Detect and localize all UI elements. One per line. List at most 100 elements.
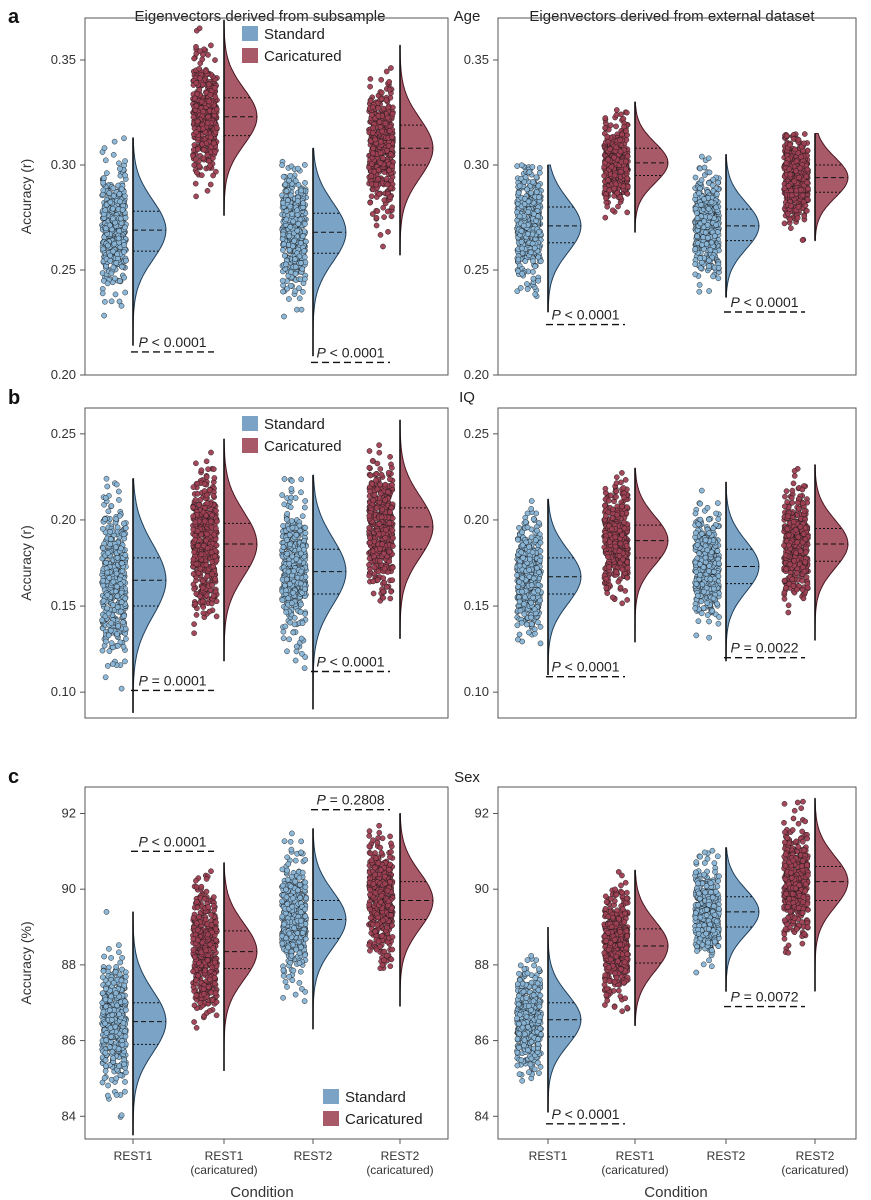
data-point: [210, 140, 217, 147]
data-point: [370, 104, 376, 111]
data-point: [535, 182, 542, 189]
y-tick-label: 0.15: [51, 598, 76, 613]
data-point: [196, 163, 203, 170]
data-point: [524, 286, 531, 292]
data-point: [375, 176, 382, 182]
data-point: [115, 488, 122, 495]
data-point: [213, 525, 219, 532]
data-point: [302, 530, 309, 536]
data-point: [121, 613, 128, 619]
data-point: [104, 663, 111, 669]
data-point: [193, 103, 200, 109]
data-point: [607, 146, 613, 152]
data-point: [298, 489, 304, 496]
data-point: [715, 275, 722, 282]
data-point: [114, 583, 120, 590]
p-value-label: P < 0.0001: [730, 294, 798, 310]
data-point: [193, 193, 199, 200]
data-point: [387, 194, 393, 200]
data-point: [209, 512, 215, 519]
data-point: [282, 623, 289, 630]
data-point: [620, 116, 627, 122]
data-point: [110, 578, 117, 585]
legend-label: Standard: [264, 26, 325, 43]
data-point: [611, 172, 618, 179]
data-point: [111, 138, 118, 145]
data-point: [120, 520, 127, 527]
data-point: [791, 178, 798, 185]
data-point: [380, 243, 386, 250]
data-point: [530, 275, 537, 282]
data-point: [794, 215, 801, 221]
data-point: [195, 542, 201, 549]
data-point: [624, 153, 631, 160]
data-point: [385, 142, 392, 149]
data-point: [281, 501, 288, 508]
data-point: [283, 261, 289, 268]
data-point: [196, 65, 203, 72]
data-point: [205, 113, 212, 120]
data-point: [713, 204, 719, 211]
y-tick-label: 0.35: [464, 52, 489, 67]
data-point: [297, 580, 304, 587]
violin-shape: [547, 164, 582, 313]
data-point: [204, 187, 211, 194]
data-point: [609, 207, 616, 214]
data-point: [302, 524, 309, 531]
y-axis-label: Accuracy (r): [18, 159, 34, 234]
data-point: [797, 165, 804, 171]
data-point: [700, 234, 707, 241]
data-point: [114, 593, 121, 600]
data-point: [288, 269, 294, 276]
data-point: [213, 124, 220, 131]
data-point: [380, 105, 387, 112]
data-point: [529, 164, 536, 170]
data-point: [118, 545, 124, 552]
data-point: [528, 189, 534, 196]
data-point: [531, 211, 537, 217]
data-point: [615, 203, 621, 210]
data-point: [387, 151, 394, 158]
x-axis-label-left: Condition: [230, 1184, 293, 1200]
data-point: [384, 208, 391, 215]
data-point: [193, 561, 200, 567]
data-point: [694, 233, 700, 240]
data-point: [101, 175, 107, 181]
data-point: [117, 165, 123, 172]
data-point: [116, 228, 123, 234]
data-point: [207, 92, 214, 98]
data-point: [376, 191, 383, 198]
data-point: [706, 214, 713, 221]
panel-letter-a: a: [8, 6, 20, 28]
data-point: [788, 203, 794, 209]
data-point: [385, 228, 391, 235]
data-point: [287, 192, 294, 199]
data-point: [799, 192, 806, 199]
data-point: [286, 247, 293, 253]
data-point: [531, 245, 538, 251]
data-point: [515, 256, 522, 263]
data-point: [105, 550, 111, 556]
data-point: [193, 129, 200, 135]
data-point: [196, 501, 202, 508]
data-point: [201, 481, 208, 487]
data-point: [696, 190, 702, 197]
data-point: [210, 492, 217, 499]
data-point: [692, 261, 699, 268]
data-point: [280, 635, 287, 642]
data-point: [292, 264, 299, 270]
data-point: [693, 210, 700, 216]
data-point: [526, 169, 533, 175]
data-point: [118, 685, 125, 692]
data-point: [212, 85, 218, 91]
data-point: [199, 584, 206, 591]
violin-group-3: [366, 44, 434, 256]
data-point: [522, 258, 529, 265]
data-point: [296, 522, 303, 529]
data-point: [527, 249, 534, 256]
data-point: [106, 575, 113, 581]
data-point: [209, 582, 215, 589]
data-point: [381, 197, 388, 203]
p-value-text: < 0.0001: [326, 344, 385, 360]
data-point: [701, 196, 707, 202]
